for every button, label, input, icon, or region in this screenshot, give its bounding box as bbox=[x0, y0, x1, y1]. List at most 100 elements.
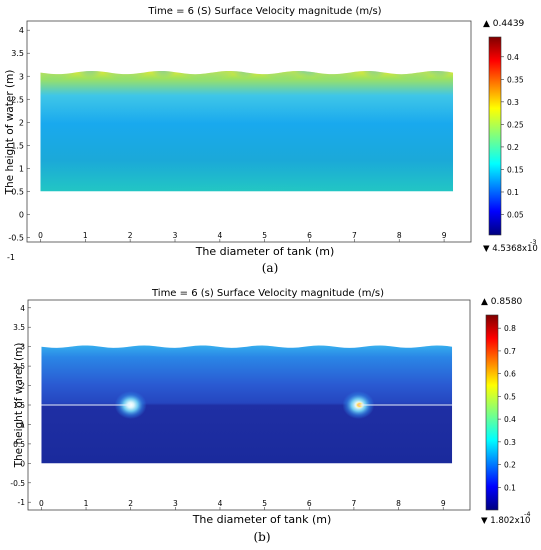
panel-b-y-tick-label: 1 bbox=[20, 420, 25, 429]
panel-a-colorbar bbox=[488, 36, 502, 236]
panel-b-x-tick-label: 4 bbox=[218, 499, 223, 508]
panel-b: Time = 6 (s) Surface Velocity magnitude … bbox=[10, 288, 530, 544]
panel-a-y-axis-label: The height of water (m) bbox=[4, 70, 16, 196]
panel-b-x-tick-label: 8 bbox=[396, 499, 401, 508]
panel-a-colorbar-tick-label: 0.25 bbox=[507, 120, 524, 129]
panel-a-x-axis-label: The diameter of tank (m) bbox=[195, 245, 335, 258]
panel-a-low-velocity-zone bbox=[228, 71, 261, 95]
panel-a-y-tick-label: 4 bbox=[19, 26, 24, 35]
panel-b-y-tick-label: 3 bbox=[20, 343, 25, 352]
panel-b-velocity-field bbox=[41, 345, 453, 464]
panel-b-x-tick-label: 5 bbox=[262, 499, 267, 508]
panel-b-x-axis-label: The diameter of tank (m) bbox=[192, 513, 332, 526]
panel-a-y-ticks: 4 3.5 3 2.5 2 1.5 1 0.5 0 -0.5 bbox=[8, 26, 30, 242]
panel-a-low-velocity-zone bbox=[147, 71, 180, 95]
panel-b-colorbar bbox=[485, 314, 499, 511]
panel-a-y-tick-label: 3.5 bbox=[11, 49, 24, 58]
panel-b-y-ticks: 4 3.5 3 2.5 2 1.5 1 0.5 0 -0.5 -1 bbox=[10, 304, 31, 507]
panel-a-colorbar-tick-label: 0.1 bbox=[507, 188, 519, 197]
panel-a-colorbar-tick-label: 0.4 bbox=[507, 53, 519, 62]
panel-a-x-tick-label: 8 bbox=[397, 231, 402, 240]
panel-a-colorbar-tick-label: 0.05 bbox=[507, 211, 524, 220]
panel-a-title: Time = 6 (S) Surface Velocity magnitude … bbox=[147, 6, 381, 17]
panel-a-low-velocity-zone bbox=[358, 71, 391, 95]
panel-a-y-tick-label: 0 bbox=[19, 210, 24, 219]
panel-a-x-ticks: 0 1 2 3 4 5 6 7 8 9 bbox=[38, 231, 447, 242]
panel-b-y-tick-label: -0.5 bbox=[10, 479, 25, 488]
panel-b-y-tick-label: 4 bbox=[20, 304, 25, 313]
panel-b-x-tick-label: 7 bbox=[352, 499, 357, 508]
panel-b-colorbar-tick-label: 0.4 bbox=[504, 415, 516, 424]
panel-a-high-velocity-zone bbox=[297, 71, 366, 97]
panel-a-velocity-field bbox=[40, 71, 454, 192]
panel-a-high-velocity-zone bbox=[99, 71, 152, 97]
panel-b-colorbar-tick-label: 0.3 bbox=[504, 438, 516, 447]
panel-a-colorbar-min: ▼ 4.5368x10 bbox=[483, 244, 538, 254]
panel-b-surface-wave bbox=[293, 345, 354, 369]
panel-b-x-tick-label: 6 bbox=[307, 499, 312, 508]
panel-a-y-tick-label: 2.5 bbox=[11, 95, 24, 104]
panel-b-x-tick-label: 9 bbox=[441, 499, 446, 508]
panel-b-colorbar-tick-label: 0.2 bbox=[504, 461, 516, 470]
panel-a-low-velocity-zone bbox=[73, 71, 106, 95]
panel-a-high-velocity-zone bbox=[386, 71, 439, 97]
panel-b-surface-wave bbox=[345, 345, 406, 369]
panel-b-y-tick-label: 0.5 bbox=[13, 440, 25, 449]
panel-a-y-tick-label: -0.5 bbox=[8, 233, 24, 242]
panel-a-x-tick-label: 9 bbox=[442, 231, 447, 240]
panel-a-colorbar-min-exponent: -3 bbox=[530, 238, 536, 246]
panel-b-x-tick-label: 0 bbox=[39, 499, 44, 508]
panel-b-y-tick-label: 0 bbox=[20, 459, 25, 468]
panel-b-x-tick-label: 2 bbox=[128, 499, 133, 508]
panel-b-colorbar-tick-label: 0.5 bbox=[504, 392, 516, 401]
panel-b-x-tick-label: 1 bbox=[84, 499, 89, 508]
panel-a-colorbar-tick-label: 0.15 bbox=[507, 165, 524, 174]
panel-a-high-velocity-zone bbox=[172, 71, 241, 97]
panel-b-sublabel: (b) bbox=[253, 530, 270, 544]
panel-b-colorbar-tick-label: 0.8 bbox=[504, 324, 516, 333]
panel-b-y-axis-label: The height of warer (m) bbox=[13, 343, 25, 469]
panel-b-colorbar-max: ▲ 0.8580 bbox=[481, 297, 523, 307]
panel-b-x-ticks: 0 1 2 3 4 5 6 7 8 9 bbox=[39, 499, 446, 510]
panel-b-y-tick-label: -1 bbox=[18, 498, 26, 507]
panel-a-colorbar-max: ▲ 0.4439 bbox=[483, 19, 525, 29]
panel-a-colorbar-ticks: 0.4 0.35 0.3 0.25 0.2 0.15 0.1 0.05 bbox=[501, 53, 524, 220]
panel-a-extra-tick: -1 bbox=[7, 253, 15, 262]
panel-b-y-tick-label: 3.5 bbox=[13, 323, 25, 332]
panel-a-high-velocity-zone bbox=[40, 71, 80, 97]
panel-a-y-tick-label: 3 bbox=[19, 72, 24, 81]
panel-b-colorbar-ticks: 0.8 0.7 0.6 0.5 0.4 0.3 0.2 0.1 bbox=[498, 324, 516, 492]
panel-a-x-tick-label: 5 bbox=[262, 231, 267, 240]
panel-a-y-tick-label: 1.5 bbox=[11, 141, 24, 150]
panel-a-bottom-glow bbox=[96, 141, 397, 192]
panel-a-y-tick-label: 2 bbox=[19, 118, 24, 127]
panel-a-x-tick-label: 2 bbox=[128, 231, 133, 240]
panel-a-x-tick-label: 6 bbox=[307, 231, 312, 240]
panel-b-colorbar-tick-label: 0.1 bbox=[504, 483, 516, 492]
panel-b-title: Time = 6 (s) Surface Velocity magnitude … bbox=[151, 288, 384, 299]
panel-b-surface-wave bbox=[242, 345, 303, 369]
panel-b-colorbar-min: ▼ 1.802x10 bbox=[481, 516, 530, 526]
panel-a-x-tick-label: 0 bbox=[38, 231, 43, 240]
panel-a-x-tick-label: 7 bbox=[352, 231, 357, 240]
panel-a: Time = 6 (S) Surface Velocity magnitude … bbox=[4, 6, 538, 275]
panel-b-y-tick-label: 1.5 bbox=[13, 401, 25, 410]
panel-b-y-tick-label: 2 bbox=[20, 382, 25, 391]
panel-b-surface-wave bbox=[396, 345, 453, 369]
panel-b-colorbar-tick-label: 0.6 bbox=[504, 370, 516, 379]
panel-a-x-tick-label: 1 bbox=[83, 231, 88, 240]
panel-a-y-tick-label: 1 bbox=[19, 164, 24, 173]
panel-a-x-tick-label: 4 bbox=[217, 231, 222, 240]
panel-b-x-tick-label: 3 bbox=[173, 499, 178, 508]
panel-b-colorbar-tick-label: 0.7 bbox=[504, 347, 516, 356]
panel-b-y-tick-label: 2.5 bbox=[13, 362, 25, 371]
panel-a-high-velocity-zone bbox=[256, 71, 309, 97]
panel-a-y-tick-label: 0.5 bbox=[11, 187, 24, 196]
panel-a-colorbar-tick-label: 0.2 bbox=[507, 143, 519, 152]
panel-a-sublabel: (a) bbox=[262, 261, 279, 275]
panel-a-colorbar-tick-label: 0.3 bbox=[507, 98, 519, 107]
panel-b-colorbar-min-exponent: -4 bbox=[524, 510, 530, 518]
panel-a-colorbar-tick-label: 0.35 bbox=[507, 75, 524, 84]
panel-a-x-tick-label: 3 bbox=[173, 231, 178, 240]
